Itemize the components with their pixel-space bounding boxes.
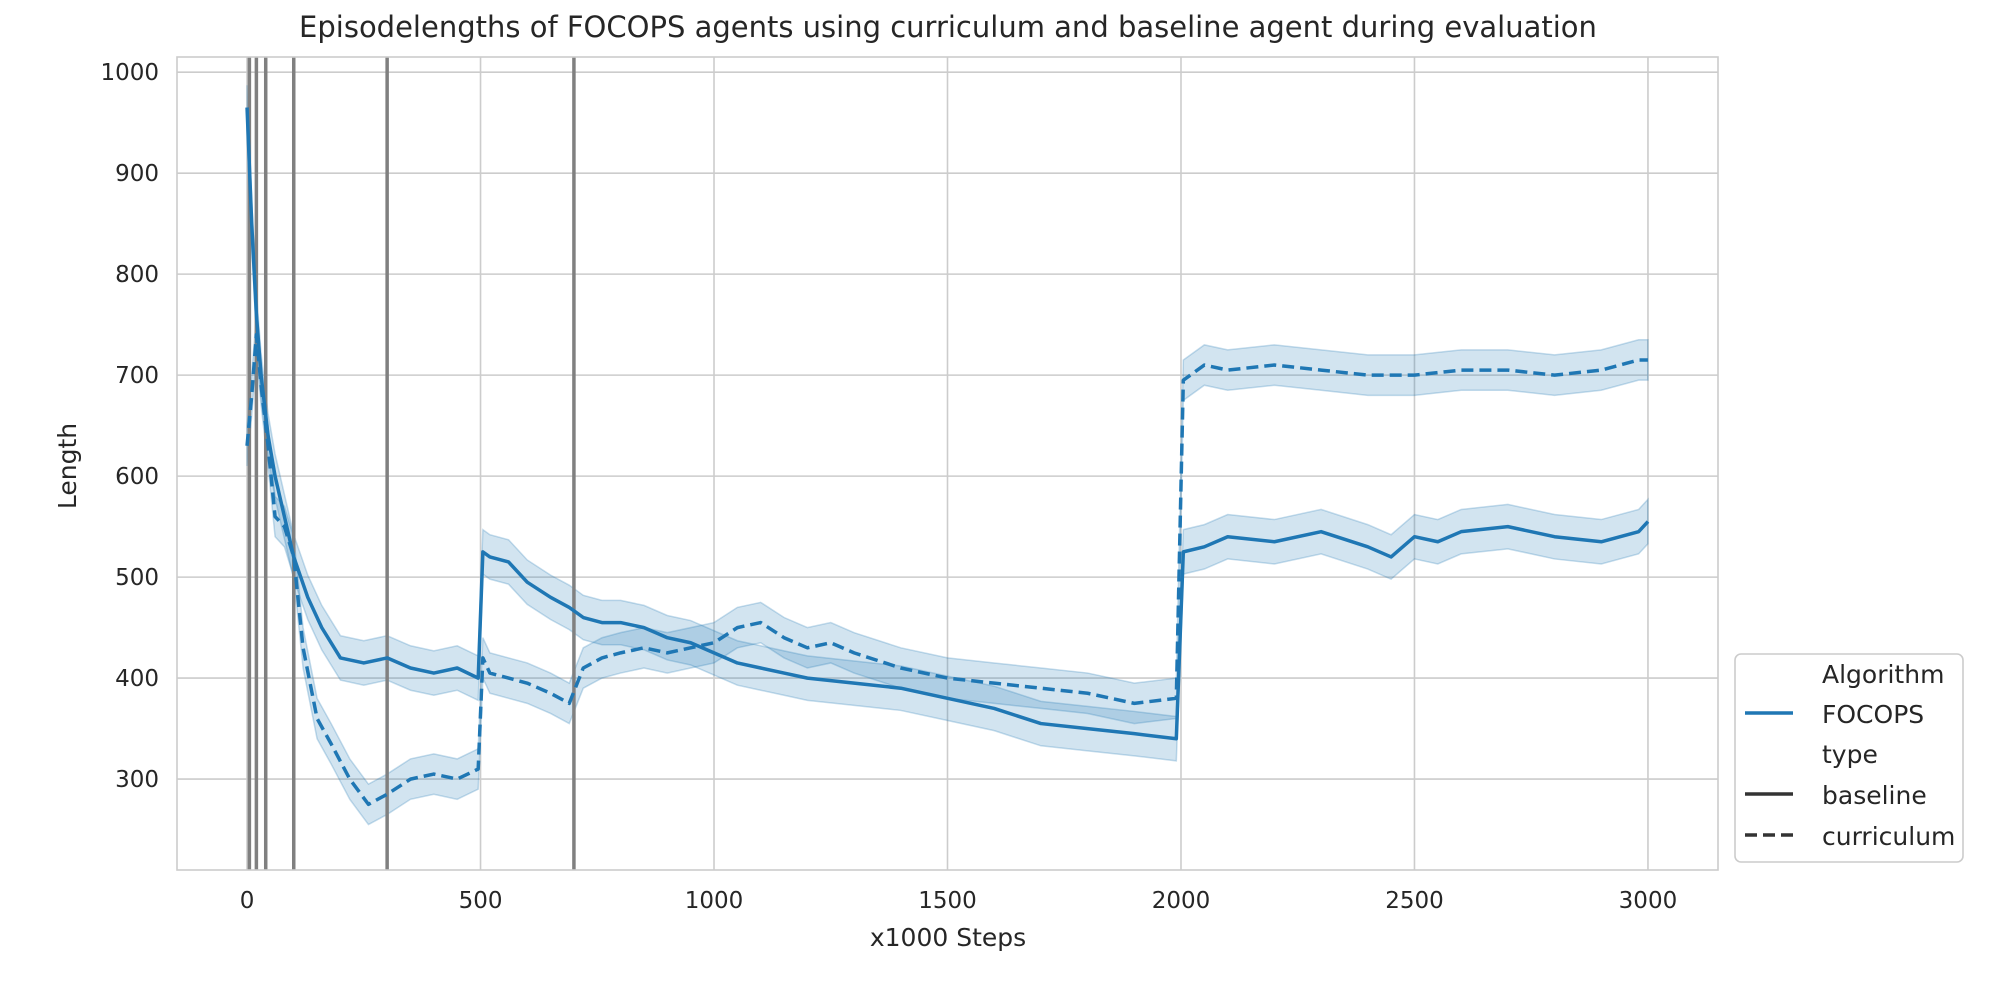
legend-style-title: type	[1822, 740, 1878, 769]
y-tick-label: 700	[115, 363, 159, 389]
y-tick-label: 800	[115, 262, 159, 288]
plot-frame	[176, 56, 1719, 871]
y-tick-label: 600	[115, 464, 159, 490]
y-axis-ticks: 300 400 500 600 700 800 900 1000	[100, 60, 159, 793]
series-lines	[245, 107, 1650, 807]
x-tick-label: 1500	[918, 888, 977, 914]
series-line-curriculum	[245, 332, 1648, 807]
legend-box	[1734, 653, 1964, 863]
legend: Algorithm FOCOPS type baseline curriculu…	[1734, 653, 1964, 863]
x-tick-label: 500	[459, 888, 503, 914]
x-tick-label: 3000	[1619, 888, 1678, 914]
legend-label-focops: FOCOPS	[1822, 700, 1924, 729]
y-axis-label: Length	[53, 423, 82, 509]
y-tick-label: 400	[115, 666, 159, 692]
x-axis-ticks: 0 500 1000 1500 2000 2500 3000	[240, 888, 1678, 914]
legend-label-curriculum: curriculum	[1822, 822, 1955, 851]
y-tick-label: 900	[115, 161, 159, 187]
legend-hue-title: Algorithm	[1822, 660, 1944, 689]
y-tick-label: 300	[115, 767, 159, 793]
y-tick-label: 1000	[100, 60, 159, 86]
x-tick-label: 1000	[685, 888, 744, 914]
y-tick-label: 500	[115, 565, 159, 591]
band-baseline	[246, 85, 1649, 762]
curriculum-stage-lines	[247, 57, 576, 870]
x-axis-label: x1000 Steps	[870, 923, 1026, 952]
x-tick-label: 2000	[1152, 888, 1211, 914]
legend-label-baseline: baseline	[1822, 781, 1927, 810]
grid	[177, 57, 1718, 870]
x-tick-label: 2500	[1385, 888, 1444, 914]
series-line-baseline	[245, 107, 1650, 741]
x-tick-label: 0	[240, 888, 255, 914]
chart-title: Episodelengths of FOCOPS agents using cu…	[299, 10, 1597, 44]
